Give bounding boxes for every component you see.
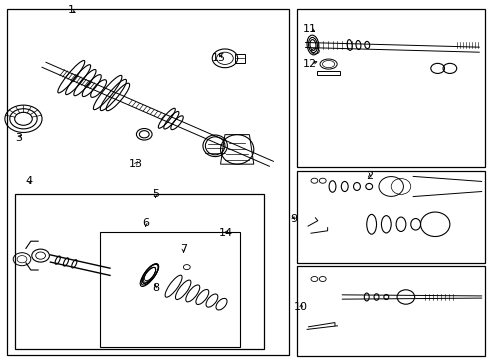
Bar: [316, 71, 340, 75]
Text: 4: 4: [26, 176, 33, 186]
Text: 7: 7: [180, 244, 186, 254]
Text: 2: 2: [366, 171, 372, 181]
Text: 13: 13: [129, 159, 142, 169]
Text: 1: 1: [67, 5, 74, 15]
Bar: [296, 171, 484, 263]
Text: 11: 11: [303, 24, 316, 34]
Text: 10: 10: [294, 302, 307, 312]
Bar: [296, 266, 484, 356]
Text: 5: 5: [152, 189, 159, 199]
Bar: [296, 9, 484, 167]
Text: 9: 9: [289, 213, 296, 224]
Bar: [234, 54, 245, 63]
Text: 12: 12: [303, 59, 316, 69]
Text: 15: 15: [212, 53, 225, 63]
Bar: [15, 194, 264, 349]
Bar: [100, 232, 239, 347]
Text: 6: 6: [142, 218, 149, 228]
Text: 3: 3: [15, 132, 22, 143]
Text: 14: 14: [219, 228, 232, 238]
Bar: [7, 9, 288, 355]
Text: 8: 8: [152, 283, 159, 293]
